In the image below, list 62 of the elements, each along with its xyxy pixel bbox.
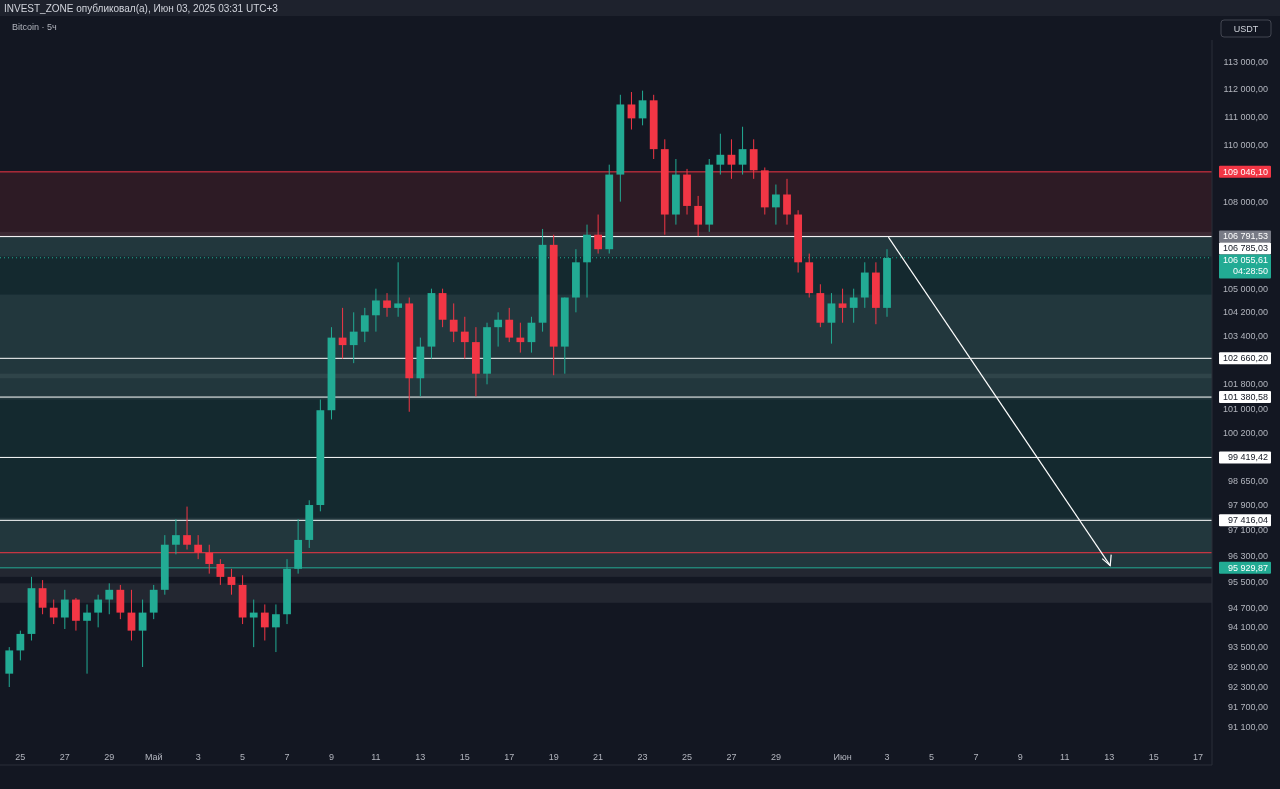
ref-line-label: 106 055,61 04:28:50 <box>1222 255 1268 277</box>
x-tick-label: 13 <box>415 752 426 762</box>
x-tick-label: 7 <box>284 752 290 762</box>
y-tick-label: 91 700,00 <box>1227 702 1268 713</box>
x-tick-label: 29 <box>104 752 115 762</box>
y-tick-label: 103 400,00 <box>1222 331 1268 342</box>
x-tick-label: 21 <box>593 752 604 762</box>
y-tick-label: 110 000,00 <box>1223 139 1268 150</box>
x-tick-label: Июн <box>833 752 852 762</box>
y-tick-label: 97 900,00 <box>1227 500 1268 511</box>
x-tick-label: 19 <box>548 752 559 762</box>
ref-line-label: 101 380,58 <box>1222 392 1268 403</box>
x-tick-label: 27 <box>726 752 737 762</box>
x-tick-label: 3 <box>195 752 201 762</box>
y-tick-label: 112 000,00 <box>1223 84 1268 95</box>
y-tick-label: 101 800,00 <box>1222 379 1268 390</box>
y-tick-label: 91 100,00 <box>1227 722 1268 733</box>
y-tick-label: 113 000,00 <box>1223 56 1268 67</box>
ref-line-label: 106 785,03 <box>1222 243 1268 254</box>
y-tick-label: 101 000,00 <box>1222 403 1268 414</box>
text: INVEST_ZONE опубликовал(а), Июн 03, 2025 03:31 UTC+3 <box>4 3 279 14</box>
x-tick-label: 23 <box>637 752 648 762</box>
x-tick-label: 27 <box>59 752 70 762</box>
ref-line-label: 109 046,10 <box>1222 166 1268 177</box>
x-tick-label: 15 <box>459 752 470 762</box>
x-tick-label: 11 <box>1060 752 1070 762</box>
y-tick-label: 94 700,00 <box>1227 602 1268 613</box>
x-tick-label: 25 <box>682 752 693 762</box>
x-tick-label: 5 <box>240 752 246 762</box>
x-tick-label: 9 <box>328 752 334 762</box>
ref-line-label: 106 791,53 <box>1222 231 1268 242</box>
y-tick-label: 104 200,00 <box>1222 307 1268 318</box>
ref-line-label: 102 660,20 <box>1222 353 1268 364</box>
x-tick-label: 3 <box>884 752 890 762</box>
ref-line-label: 95 929,87 <box>1227 562 1268 573</box>
y-tick-label: 94 100,00 <box>1227 622 1268 633</box>
y-tick-label: 92 900,00 <box>1227 662 1268 673</box>
x-tick-label: 15 <box>1148 752 1159 762</box>
y-tick-label: 108 000,00 <box>1222 196 1268 207</box>
x-tick-label: 9 <box>1017 752 1023 762</box>
y-tick-label: 97 100,00 <box>1227 525 1268 536</box>
x-tick-label: 17 <box>504 752 515 762</box>
x-tick-label: 13 <box>1104 752 1115 762</box>
y-tick-label: 93 500,00 <box>1227 642 1268 653</box>
ref-line-label: 99 419,42 <box>1227 452 1268 463</box>
ref-line-label: 97 416,04 <box>1227 515 1268 526</box>
x-tick-label: 5 <box>928 752 934 762</box>
x-tick-label: 29 <box>770 752 781 762</box>
x-tick-label: 7 <box>973 752 979 762</box>
y-tick-label: 92 300,00 <box>1227 682 1268 693</box>
y-tick-label: 111 000,00 <box>1224 111 1268 122</box>
y-tick-label: 95 500,00 <box>1227 576 1268 587</box>
x-tick-label: Май <box>144 752 163 762</box>
y-tick-label: 96 300,00 <box>1227 550 1268 561</box>
x-tick-label: 11 <box>371 752 381 762</box>
y-tick-label: 100 200,00 <box>1222 428 1268 439</box>
y-tick-label: 98 650,00 <box>1227 476 1268 487</box>
y-tick-label: 105 000,00 <box>1222 283 1268 294</box>
chart-title: Bitcoin · 5ч <box>12 22 58 32</box>
text: USDT <box>1233 24 1259 34</box>
x-tick-label: 25 <box>15 752 26 762</box>
x-tick-label: 17 <box>1193 752 1204 762</box>
